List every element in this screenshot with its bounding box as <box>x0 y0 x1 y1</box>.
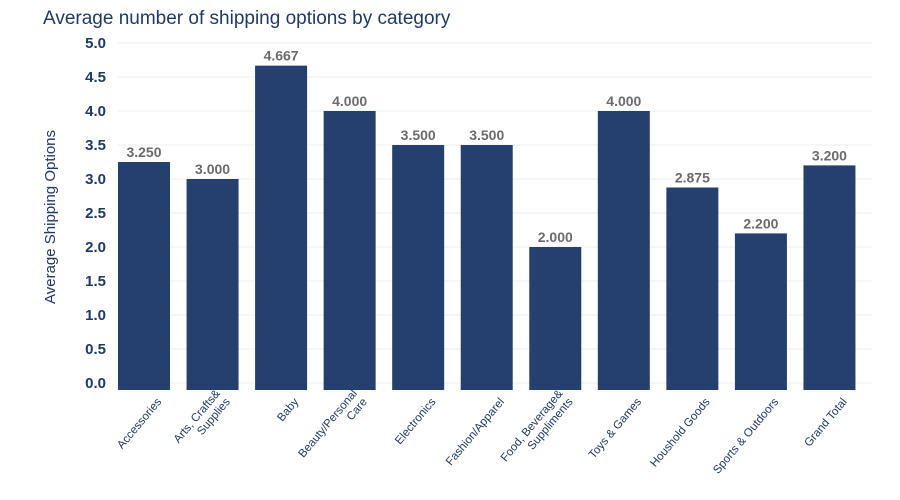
x-tick-label: Arts, Crafts&Supplies <box>172 388 233 446</box>
x-tick-label-line: Sports & Outdoors <box>711 396 781 476</box>
bar <box>597 111 650 390</box>
y-tick-label: 0.0 <box>85 375 106 392</box>
data-label: 2.200 <box>743 215 778 231</box>
bar <box>118 162 170 390</box>
data-label: 4.000 <box>332 93 367 109</box>
bar <box>460 145 513 390</box>
x-tick-label-line: Electronics <box>393 396 439 447</box>
x-tick-label: Grand Total <box>802 396 849 449</box>
y-tick-label: 5.0 <box>85 35 106 52</box>
x-tick-label: Fashion/Apparel <box>444 396 507 468</box>
y-tick-label: 2.0 <box>85 239 106 256</box>
chart-title: Average number of shipping options by ca… <box>43 8 451 29</box>
y-tick-label: 2.5 <box>85 205 106 222</box>
y-axis-label: Average Shipping Options <box>42 130 59 304</box>
data-label: 2.000 <box>538 229 573 245</box>
data-label: 3.000 <box>195 161 230 177</box>
x-tick-label-line: Baby <box>275 396 301 424</box>
x-tick-label-line: Fashion/Apparel <box>444 396 507 468</box>
y-tick-label: 1.0 <box>85 307 106 324</box>
y-tick-label: 3.5 <box>85 137 106 154</box>
x-axis-ticks: Accessories Arts, Crafts&Supplies BabyBeau… <box>115 388 849 477</box>
x-tick-label: Baby <box>275 396 301 424</box>
data-label: 4.667 <box>264 48 299 64</box>
x-tick-label: Toys & Games <box>587 396 644 461</box>
data-label: 3.500 <box>469 127 504 143</box>
bar <box>392 145 445 390</box>
y-tick-label: 4.0 <box>85 103 106 120</box>
x-tick-label-line: Houshold Goods <box>648 396 712 470</box>
bar <box>529 247 582 390</box>
y-tick-label: 3.0 <box>85 171 106 188</box>
y-tick-label: 1.5 <box>85 273 106 290</box>
data-label: 3.500 <box>401 127 436 143</box>
data-labels: 3.250 3.000 4.667 4.000 3.500 3.500 2.000 4.000… <box>126 48 847 245</box>
y-axis-ticks: 0.0 0.5 1.0 1.5 2.0 2.5 3.0 3.5 4.0 4.5 5.0 <box>85 35 106 392</box>
data-label: 3.200 <box>812 147 847 163</box>
x-tick-label-line: Beauty/Personal <box>297 388 360 460</box>
y-tick-label: 4.5 <box>85 69 106 86</box>
bar <box>803 165 856 390</box>
data-label: 4.000 <box>606 93 641 109</box>
bar <box>186 179 239 390</box>
x-tick-label-line: Toys & Games <box>587 396 644 461</box>
bar <box>734 233 787 390</box>
bar <box>666 187 719 390</box>
data-label: 3.250 <box>126 144 161 160</box>
bar <box>255 65 308 391</box>
bars <box>118 65 856 391</box>
bar <box>323 111 376 390</box>
x-tick-label: Food, Beverage&Suppliments <box>499 388 576 465</box>
x-tick-label: Sports & Outdoors <box>711 396 781 476</box>
y-tick-label: 0.5 <box>85 341 106 358</box>
data-label: 2.875 <box>675 170 710 186</box>
x-tick-label-line: Grand Total <box>802 396 849 449</box>
x-tick-label: Accessories <box>115 396 164 451</box>
x-tick-label: Houshold Goods <box>648 396 712 470</box>
x-tick-label-line: Accessories <box>115 396 164 451</box>
x-tick-label: Electronics <box>393 396 439 447</box>
